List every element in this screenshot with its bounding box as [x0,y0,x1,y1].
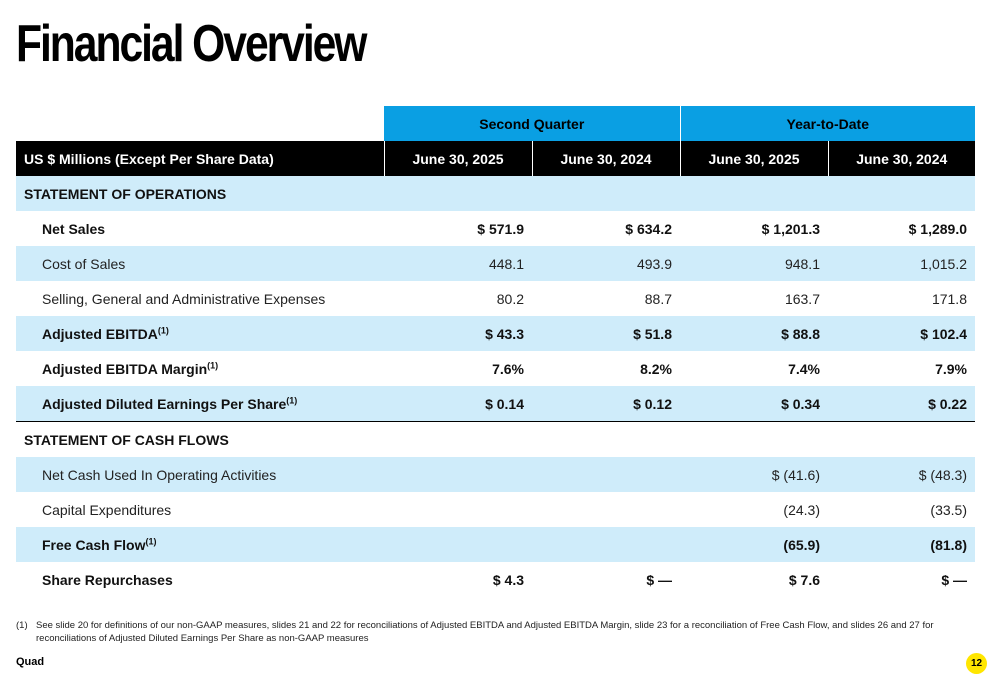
footnote-ref: (1) [207,359,219,370]
cell-value: $ 88.8 [680,316,828,351]
cell-value: $ (48.3) [828,457,975,492]
cell-value [384,527,532,562]
row-label: Adjusted Diluted Earnings Per Share(1) [16,386,384,422]
cell-value: 7.9% [828,351,975,386]
cell-value: $ 1,289.0 [828,211,975,246]
cell-value: $ 0.14 [384,386,532,422]
cell-value: $ 4.3 [384,562,532,597]
section-header-operations: STATEMENT OF OPERATIONS [16,176,975,211]
cell-value: (24.3) [680,492,828,527]
cell-value: 7.6% [384,351,532,386]
row-label: Selling, General and Administrative Expe… [16,281,384,316]
table-row-adjusted-ebitda: Adjusted EBITDA(1) $ 43.3 $ 51.8 $ 88.8 … [16,316,975,351]
cell-value: 163.7 [680,281,828,316]
brand-logo: Quad [16,656,45,668]
cell-value: $ 51.8 [532,316,680,351]
row-label: Net Cash Used In Operating Activities [16,457,384,492]
group-header-spacer [16,106,384,141]
cell-value: $ — [532,562,680,597]
cell-value: 1,015.2 [828,246,975,281]
row-label: Cost of Sales [16,246,384,281]
cell-value: $ 0.12 [532,386,680,422]
cell-value: $ 1,201.3 [680,211,828,246]
cell-value: 88.7 [532,281,680,316]
cell-value [532,457,680,492]
cell-value: 493.9 [532,246,680,281]
column-header-ytd-2025: June 30, 2025 [679,141,828,176]
cell-value: 448.1 [384,246,532,281]
table-row-cost-of-sales: Cost of Sales 448.1 493.9 948.1 1,015.2 [16,246,975,281]
footnote: (1) See slide 20 for definitions of our … [16,619,976,645]
cell-value: 8.2% [532,351,680,386]
group-header-second-quarter: Second Quarter [384,106,680,141]
financial-table: Second Quarter Year-to-Date US $ Million… [16,106,975,597]
section-title: STATEMENT OF CASH FLOWS [16,421,975,457]
footnote-ref: (1) [145,535,157,546]
cell-value: $ 571.9 [384,211,532,246]
table-row-operating-cash: Net Cash Used In Operating Activities $ … [16,457,975,492]
column-header-q2-2024: June 30, 2024 [531,141,680,176]
cell-value: $ 43.3 [384,316,532,351]
cell-value: 7.4% [680,351,828,386]
cell-value: (65.9) [680,527,828,562]
section-header-cash-flows: STATEMENT OF CASH FLOWS [16,421,975,457]
footnote-ref: (1) [157,324,169,335]
table-row-adjusted-eps: Adjusted Diluted Earnings Per Share(1) $… [16,386,975,422]
section-title: STATEMENT OF OPERATIONS [16,176,975,211]
table-row-sga: Selling, General and Administrative Expe… [16,281,975,316]
table-row-free-cash-flow: Free Cash Flow(1) (65.9) (81.8) [16,527,975,562]
cell-value: $ 102.4 [828,316,975,351]
column-header-q2-2025: June 30, 2025 [383,141,532,176]
row-label: Adjusted EBITDA Margin(1) [16,351,384,386]
cell-value: $ 0.22 [828,386,975,422]
cell-value [532,527,680,562]
cell-value [384,492,532,527]
group-header-year-to-date: Year-to-Date [679,106,975,141]
table-row-net-sales: Net Sales $ 571.9 $ 634.2 $ 1,201.3 $ 1,… [16,211,975,246]
cell-value: $ 634.2 [532,211,680,246]
cell-value: $ 7.6 [680,562,828,597]
cell-value: (81.8) [828,527,975,562]
cell-value [532,492,680,527]
footnote-marker: (1) [16,620,28,631]
page-title: Financial Overview [16,15,367,73]
footnote-ref: (1) [286,394,298,405]
cell-value: $ — [828,562,975,597]
cell-value: 171.8 [828,281,975,316]
table-row-adjusted-ebitda-margin: Adjusted EBITDA Margin(1) 7.6% 8.2% 7.4%… [16,351,975,386]
row-label: Capital Expenditures [16,492,384,527]
cell-value: 948.1 [680,246,828,281]
page-number-badge: 12 [966,653,987,674]
footnote-text: See slide 20 for definitions of our non-… [36,620,934,644]
group-header-row: Second Quarter Year-to-Date [16,106,975,141]
column-header-ytd-2024: June 30, 2024 [827,141,975,176]
cell-value: $ (41.6) [680,457,828,492]
table-row-capex: Capital Expenditures (24.3) (33.5) [16,492,975,527]
row-label: Free Cash Flow(1) [16,527,384,562]
cell-value: $ 0.34 [680,386,828,422]
cell-value: 80.2 [384,281,532,316]
column-header-label: US $ Millions (Except Per Share Data) [16,141,384,176]
table-row-share-repurchases: Share Repurchases $ 4.3 $ — $ 7.6 $ — [16,562,975,597]
row-label: Net Sales [16,211,384,246]
cell-value [384,457,532,492]
row-label: Adjusted EBITDA(1) [16,316,384,351]
column-header-row: US $ Millions (Except Per Share Data) Ju… [16,141,975,176]
row-label: Share Repurchases [16,562,384,597]
cell-value: (33.5) [828,492,975,527]
